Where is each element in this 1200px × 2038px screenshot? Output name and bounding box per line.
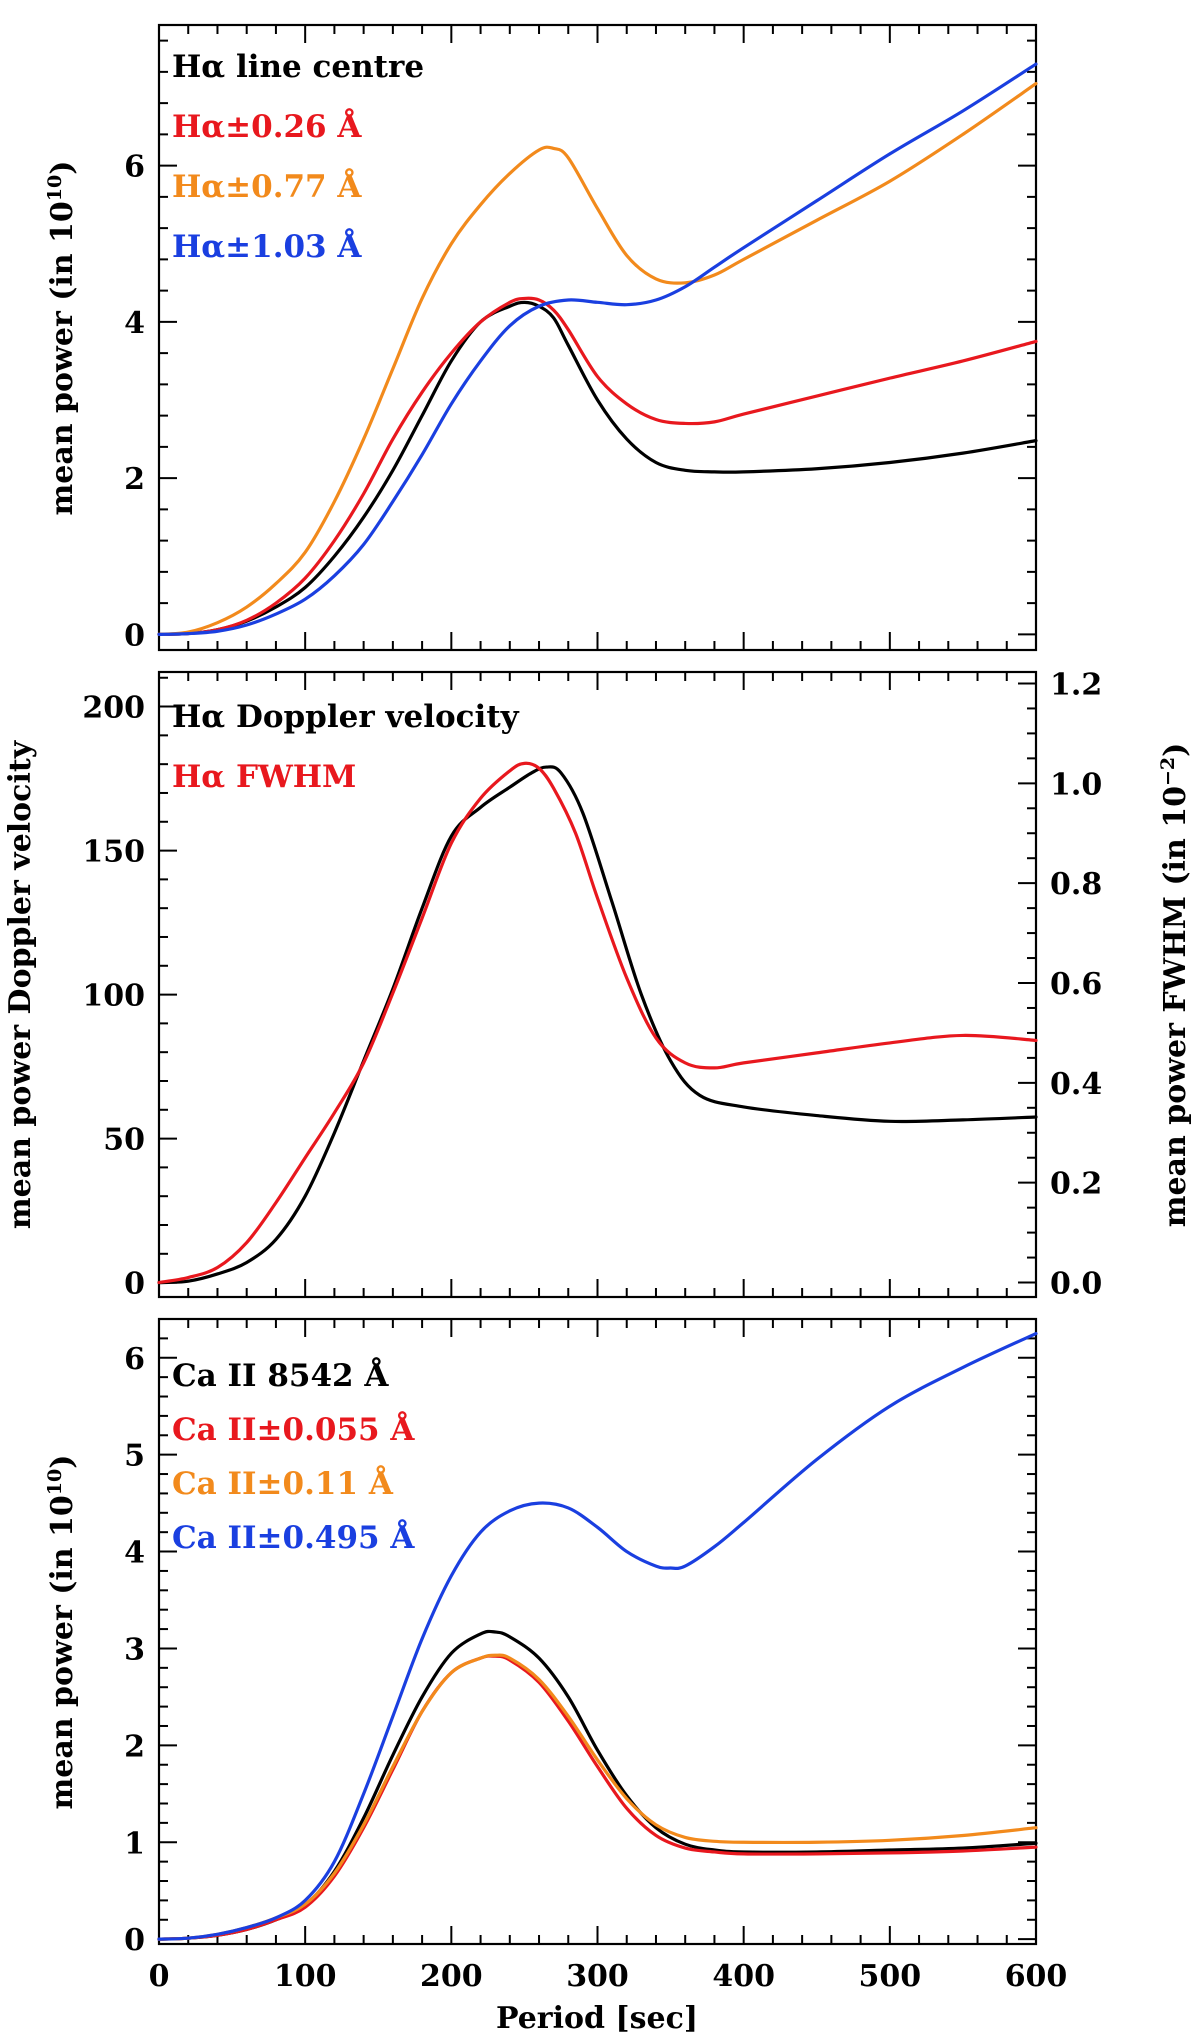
legend-entry: Hα±0.26 Å: [172, 107, 362, 145]
panel-bottom-ytick-labels: 0 1 2 3 4 5 6: [124, 1342, 145, 1958]
panel-bottom-xlabel: Period [sec]: [496, 2001, 698, 2036]
series-line: [157, 81, 1038, 636]
x-tick-label: 100: [274, 1959, 337, 1994]
legend-entry: Hα line centre: [172, 49, 424, 85]
series-line: [157, 1654, 1038, 1941]
y-tick-label: 6: [124, 150, 145, 185]
y-tick-label-right: 0.2: [1050, 1167, 1102, 1202]
panel-bottom-series: [157, 1331, 1038, 1941]
series-line: [157, 296, 1038, 636]
x-tick-label: 600: [1005, 1959, 1068, 1994]
y-tick-label-right: 0.8: [1050, 867, 1102, 902]
y-tick-label-right: 0.0: [1050, 1267, 1102, 1302]
panel-top-ylabel: mean power (in 1010): [44, 161, 80, 516]
legend-entry: Hα±1.03 Å: [172, 227, 362, 265]
panel-bottom-legend: Ca II 8542 Å Ca II±0.055 Å Ca II±0.11 Å …: [172, 1356, 415, 1556]
series-line: [157, 1629, 1038, 1941]
panel-bottom-ticks: [158, 1318, 1037, 1944]
y-tick-label: 4: [124, 1536, 145, 1571]
x-tick-label: 300: [566, 1959, 629, 1994]
y-tick-label: 100: [82, 979, 145, 1014]
panel-top-ytick-labels: 0 2 4 6: [124, 150, 145, 654]
y-tick-label: 0: [124, 618, 145, 653]
legend-entry: Ca II±0.11 Å: [172, 1464, 394, 1502]
panel-bottom-xtick-labels: 0 100 200 300 400 500 600: [149, 1959, 1068, 1994]
panel-top-legend: Hα line centre Hα±0.26 Å Hα±0.77 Å Hα±1.…: [172, 49, 424, 265]
y-tick-label: 6: [124, 1342, 145, 1377]
panel-top-ticks: [158, 25, 1037, 650]
series-line: [157, 765, 1038, 1285]
y-tick-label: 0: [124, 1923, 145, 1958]
panel-top: 0 2 4 6 mean power (in 1010) Hα line centre…: [44, 23, 1038, 654]
y-tick-label: 5: [124, 1439, 145, 1474]
panel-middle-legend: Hα Doppler velocity Hα FWHM: [172, 699, 520, 795]
series-line: [157, 1331, 1038, 1941]
panel-middle-ylabel-right: mean power FWHM (in 10−2): [1157, 743, 1193, 1228]
panel-middle-series: [157, 761, 1038, 1285]
panel-bottom-ylabel: mean power (in 1010): [44, 1455, 80, 1810]
y-tick-label-right: 1.2: [1050, 667, 1102, 702]
x-tick-label: 200: [420, 1959, 483, 1994]
y-tick-label: 150: [82, 835, 145, 870]
series-line: [157, 761, 1038, 1285]
panel-middle-ytick-labels: 0 50 100 150 200: [82, 691, 145, 1302]
panel-middle-ticks: [158, 672, 1037, 1297]
y-tick-label: 3: [124, 1632, 145, 1667]
y-tick-label-right: 1.0: [1050, 767, 1102, 802]
series-line: [157, 62, 1038, 636]
y-tick-label: 2: [124, 462, 145, 497]
legend-entry: Hα±0.77 Å: [172, 167, 362, 205]
y-tick-label: 50: [103, 1123, 145, 1158]
y-tick-label: 2: [124, 1729, 145, 1764]
x-tick-label: 0: [149, 1959, 170, 1994]
panel-middle-ytick-labels-right: 0.0 0.2 0.4 0.6 0.8 1.0 1.2: [1050, 667, 1102, 1301]
panel-middle-ylabel: mean power Doppler velocity: [3, 739, 38, 1229]
panel-middle: 0 50 100 150 200 0.0 0.2 0.4 0.6 0.8 1.0 1.2 mean …: [3, 667, 1193, 1301]
y-tick-label-right: 0.6: [1050, 967, 1102, 1002]
legend-entry: Hα FWHM: [172, 759, 356, 795]
legend-entry: Ca II±0.055 Å: [172, 1410, 415, 1448]
panel-bottom: 0 1 2 3 4 5 6 0 100 200 300 400 500 600 mean power (…: [44, 1317, 1068, 2036]
x-tick-label: 400: [712, 1959, 775, 1994]
panel-top-series: [157, 62, 1038, 636]
y-tick-label: 1: [124, 1826, 145, 1861]
y-tick-label: 0: [124, 1267, 145, 1302]
legend-entry: Ca II 8542 Å: [172, 1356, 389, 1394]
y-tick-label-right: 0.4: [1050, 1067, 1102, 1102]
series-line: [157, 300, 1038, 636]
x-tick-label: 500: [859, 1959, 922, 1994]
legend-entry: Ca II±0.495 Å: [172, 1518, 415, 1556]
y-tick-label: 200: [82, 691, 145, 726]
y-tick-label: 4: [124, 306, 145, 341]
legend-entry: Hα Doppler velocity: [172, 699, 520, 735]
series-line: [157, 1653, 1038, 1941]
